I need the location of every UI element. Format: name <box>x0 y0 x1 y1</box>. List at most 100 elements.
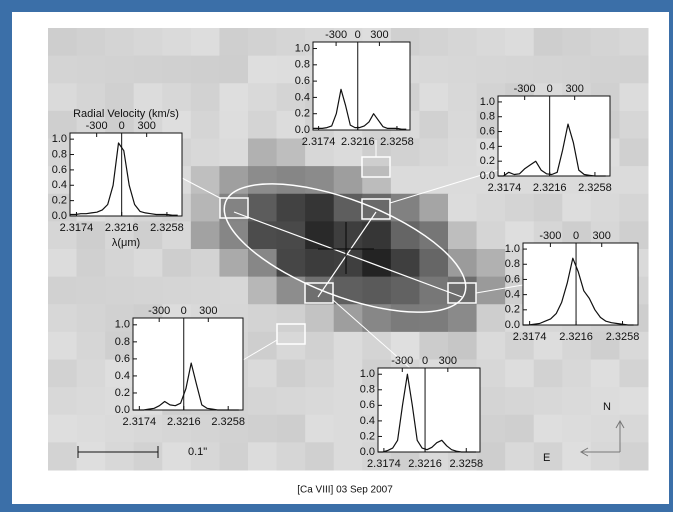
map-pixel <box>133 55 163 84</box>
map-pixel <box>105 304 135 333</box>
y-tick-label: 0.2 <box>52 195 67 207</box>
map-pixel <box>448 138 478 167</box>
plot-background <box>377 367 481 453</box>
connector <box>332 299 411 369</box>
map-pixel <box>562 387 592 416</box>
map-pixel <box>390 304 420 333</box>
map-pixel <box>533 193 563 222</box>
map-pixel <box>48 414 78 443</box>
aperture <box>219 197 249 219</box>
spectrum-line <box>70 142 178 216</box>
map-pixel <box>276 221 306 250</box>
north-label: N <box>603 401 611 413</box>
x-tick-label: 2.3216 <box>408 458 442 470</box>
map-pixel <box>390 166 420 195</box>
map-pixel <box>219 110 249 139</box>
map-pixel <box>448 193 478 222</box>
map-pixel <box>333 304 363 333</box>
x2-axis-label: Radial Velocity (km/s) <box>73 108 179 120</box>
map-pixel <box>105 276 135 305</box>
map-pixel <box>476 55 506 84</box>
map-pixel <box>76 55 106 84</box>
map-pixel <box>190 28 220 57</box>
x-tick-label: 2.3258 <box>211 416 245 428</box>
map-pixel <box>362 249 392 278</box>
map-pixel <box>448 276 478 305</box>
map-pixel <box>190 276 220 305</box>
map-pixel <box>190 138 220 167</box>
map-pixel <box>76 331 106 360</box>
map-pixel <box>133 276 163 305</box>
x-tick-label: 2.3216 <box>533 182 567 194</box>
y-tick-label: 0.4 <box>295 91 310 103</box>
x2-tick-label: 300 <box>593 230 611 242</box>
map-pixel <box>48 387 78 416</box>
inset-plot: 0.0 0.2 0.4 0.6 0.8 1.0 2.3174 2.3216 2.3258 -300… <box>115 305 245 428</box>
map-pixel <box>133 221 163 250</box>
map-pixel <box>305 249 335 278</box>
y-tick-label: 0.2 <box>480 155 495 167</box>
map-pixel <box>619 193 649 222</box>
y-tick-label: 0.0 <box>52 210 67 222</box>
y-tick-label: 0.2 <box>505 304 520 316</box>
map-pixel <box>619 442 649 471</box>
y-tick-label: 0.6 <box>295 75 310 87</box>
map-pixel <box>619 359 649 388</box>
x-tick-label: 2.3216 <box>341 136 375 148</box>
map-pixel <box>390 138 420 167</box>
x-tick-label: 2.3216 <box>105 222 139 234</box>
x2-tick-label: 300 <box>565 83 583 95</box>
aperture <box>304 282 334 304</box>
east-label: E <box>543 452 550 464</box>
y-tick-label: 0.4 <box>52 179 67 191</box>
map-pixel <box>76 442 106 471</box>
map-pixel <box>248 331 278 360</box>
map-pixel <box>476 359 506 388</box>
map-pixel <box>533 442 563 471</box>
map-pixel <box>133 249 163 278</box>
y-tick-label: 0.8 <box>115 336 130 348</box>
plot-background <box>522 242 639 326</box>
map-pixel <box>190 55 220 84</box>
map-pixel <box>76 387 106 416</box>
y-tick-label: 1.0 <box>115 319 130 331</box>
map-pixel <box>105 28 135 57</box>
x-tick-label: 2.3174 <box>60 222 94 234</box>
map-pixel <box>419 110 449 139</box>
map-pixel <box>48 276 78 305</box>
map-pixel <box>133 83 163 112</box>
y-tick-label: 0.0 <box>505 319 520 331</box>
x2-tick-label: 0 <box>573 230 579 242</box>
caption: [Ca VIII] 03 Sep 2007 <box>297 485 393 496</box>
map-pixel <box>162 414 192 443</box>
map-pixel <box>219 414 249 443</box>
map-pixel <box>190 166 220 195</box>
map-pixel <box>48 83 78 112</box>
map-pixel <box>248 166 278 195</box>
map-pixel <box>448 28 478 57</box>
map-pixel <box>276 28 306 57</box>
y-tick-label: 1.0 <box>480 96 495 108</box>
map-pixel <box>276 249 306 278</box>
map-pixel <box>533 331 563 360</box>
map-pixel <box>248 110 278 139</box>
inset-plot: 0.0 0.2 0.4 0.6 0.8 1.0 2.3174 2.3216 2.3258 -300… <box>360 355 483 470</box>
map-pixel <box>419 331 449 360</box>
map-pixel <box>219 249 249 278</box>
map-pixel <box>590 55 620 84</box>
map-pixel <box>448 166 478 195</box>
y-tick-label: 0.4 <box>360 415 375 427</box>
scale-label: 0.1" <box>188 446 207 458</box>
map-pixel <box>305 138 335 167</box>
map-pixel <box>48 28 78 57</box>
map-pixel <box>76 359 106 388</box>
map-pixel <box>48 359 78 388</box>
y-tick-label: 0.8 <box>480 111 495 123</box>
map-pixel <box>333 359 363 388</box>
plot-background <box>497 95 611 177</box>
plot-background <box>69 132 183 217</box>
map-pixel <box>305 359 335 388</box>
inset-plot: 0.0 0.2 0.4 0.6 0.8 1.0 2.3174 2.3216 2.3258 -300… <box>505 230 640 343</box>
y-tick-label: 0.4 <box>480 140 495 152</box>
map-pixel <box>105 442 135 471</box>
